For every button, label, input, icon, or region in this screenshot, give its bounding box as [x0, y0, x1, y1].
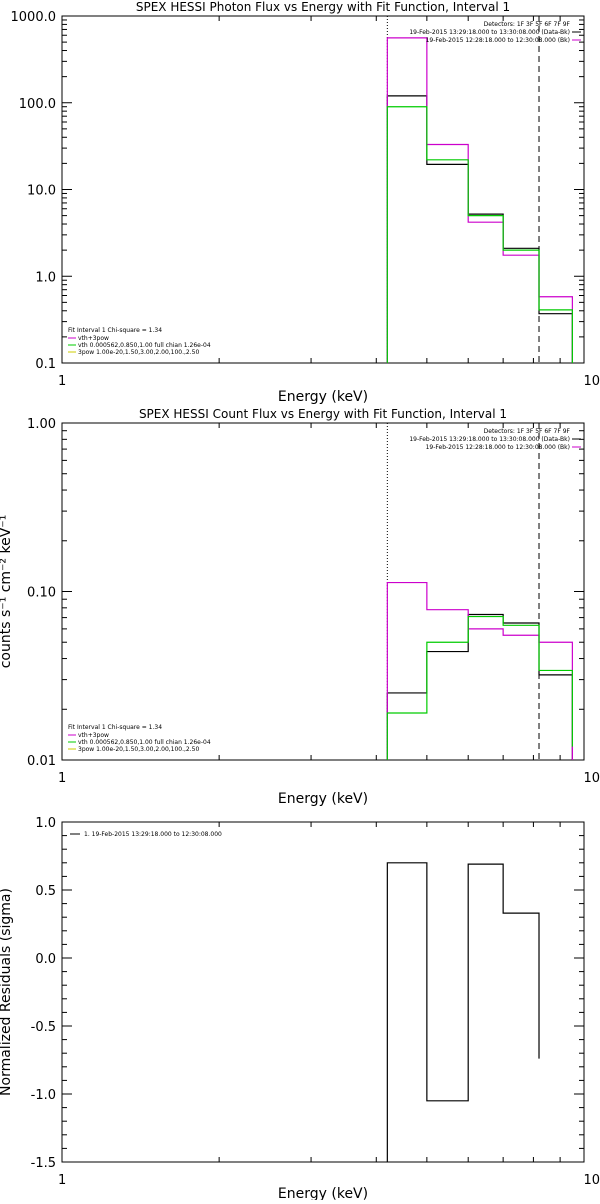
- fit-legend-entry: 3pow 1.00e-20,1.50,3.00,2.00,100.,2.50: [78, 746, 199, 753]
- series-data-bk: [386, 95, 573, 363]
- legend-entry: 19-Feb-2015 13:29:18.000 to 13:30:08.000…: [409, 29, 570, 36]
- x-tick-label: 10: [583, 771, 600, 786]
- fit-legend-entry: vth 0.000562,0.850,1.00 full chian 1.26e…: [78, 342, 211, 349]
- series-vth: [386, 106, 573, 363]
- fit-legend-header: Fit Interval 1 Chi-square = 1.34: [68, 327, 162, 334]
- series-bk: [386, 581, 573, 760]
- x-tick-label: 1: [58, 771, 66, 786]
- y-tick-label: -0.5: [31, 1020, 56, 1035]
- y-tick-label: -1.0: [31, 1088, 56, 1103]
- series-residuals: [386, 862, 540, 1162]
- y-axis-label: counts s⁻¹ cm⁻² keV⁻¹: [0, 515, 14, 669]
- fit-legend-entry: vth+3pow: [78, 335, 109, 342]
- fit-legend-entry: vth+3pow: [78, 732, 109, 739]
- detectors-label: Detectors: 1F 3F 5F 6F 7F 9F: [484, 428, 571, 435]
- detectors-label: Detectors: 1F 3F 5F 6F 7F 9F: [484, 21, 571, 28]
- x-tick-label: 1: [58, 374, 66, 389]
- y-tick-label: 0.01: [27, 754, 56, 769]
- plot-frame: [61, 15, 585, 364]
- plot-frame: [61, 821, 585, 1163]
- legend-entry: 19-Feb-2015 12:28:18.000 to 12:30:08.000…: [426, 444, 570, 451]
- series-vth: [386, 615, 573, 760]
- y-tick-label: 1.00: [27, 417, 56, 432]
- y-tick-label: 0.0: [35, 952, 56, 967]
- x-tick-label: 10: [583, 374, 600, 389]
- y-tick-label: 1000.0: [11, 10, 57, 25]
- y-tick-label: 0.10: [27, 586, 56, 601]
- legend-entry: 19-Feb-2015 12:28:18.000 to 12:30:08.000…: [426, 37, 570, 44]
- plot-frame: [61, 422, 585, 761]
- x-axis-label: Energy (keV): [278, 1186, 368, 1200]
- y-axis-label: Normalized Residuals (sigma): [0, 888, 14, 1096]
- y-tick-label: -1.5: [31, 1156, 56, 1171]
- y-tick-label: 1.0: [35, 816, 56, 831]
- y-tick-label: 100.0: [19, 97, 56, 112]
- legend-entry: 1. 19-Feb-2015 13:29:18.000 to 12:30:08.…: [84, 831, 222, 838]
- x-tick-label: 10: [583, 1173, 600, 1188]
- chart-title: SPEX HESSI Count Flux vs Energy with Fit…: [139, 407, 507, 421]
- x-tick-label: 1: [58, 1173, 66, 1188]
- series-data-bk: [386, 613, 573, 760]
- fit-legend-entry: vth 0.000562,0.850,1.00 full chian 1.26e…: [78, 739, 211, 746]
- y-tick-label: 0.5: [35, 884, 56, 899]
- y-tick-label: 10.0: [27, 184, 56, 199]
- fit-legend-entry: 3pow 1.00e-20,1.50,3.00,2.00,100.,2.50: [78, 349, 199, 356]
- chart-title: SPEX HESSI Photon Flux vs Energy with Fi…: [136, 0, 510, 14]
- legend-entry: 19-Feb-2015 13:29:18.000 to 13:30:08.000…: [409, 436, 570, 443]
- y-tick-label: 1.0: [35, 270, 56, 285]
- x-axis-label: Energy (keV): [278, 389, 368, 405]
- x-axis-label: Energy (keV): [278, 791, 368, 807]
- fit-legend-header: Fit Interval 1 Chi-square = 1.34: [68, 724, 162, 731]
- y-tick-label: 0.1: [35, 357, 56, 372]
- series-vth-3pow: [386, 37, 573, 363]
